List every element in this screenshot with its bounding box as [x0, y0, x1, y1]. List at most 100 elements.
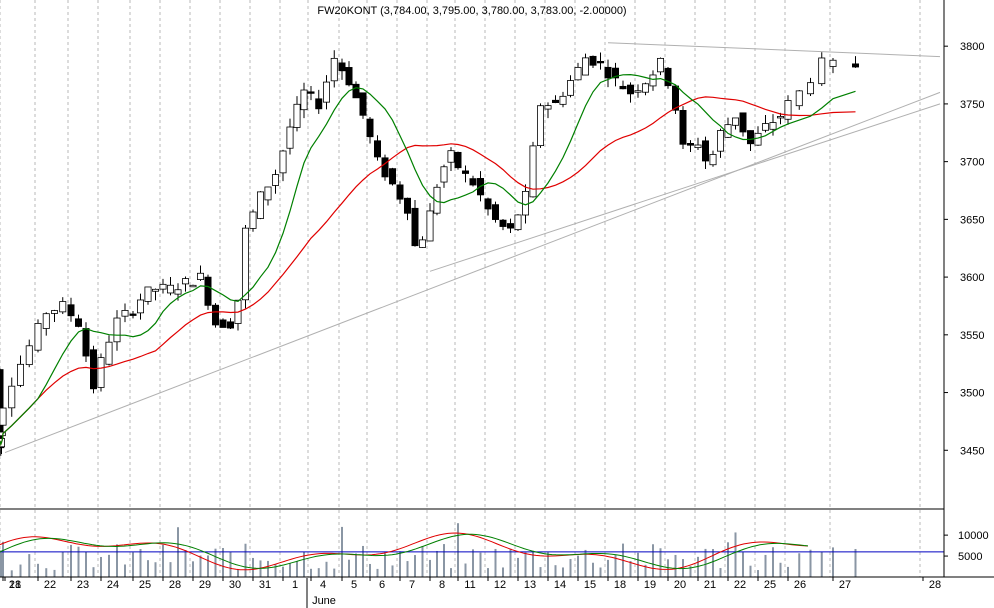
candle-body: [67, 304, 75, 317]
candle-body: [42, 313, 50, 329]
date-tick-label: 21: [9, 579, 21, 591]
candle-body: [627, 84, 635, 95]
volume-bar: [147, 560, 149, 577]
candle-body: [300, 89, 308, 111]
date-tick-label: 6: [379, 579, 385, 591]
candle-body: [491, 204, 499, 220]
volume-bar: [742, 552, 744, 577]
date-tick-label: 18: [9, 579, 21, 591]
volume-bar: [487, 568, 489, 577]
candle-body: [105, 341, 113, 365]
candle-body: [795, 90, 803, 107]
candle-body: [484, 198, 492, 210]
candle-body: [144, 286, 152, 302]
volume-bar: [667, 559, 669, 577]
price-tick-label: 3650: [960, 214, 984, 226]
candle-body: [279, 150, 287, 174]
candle-body: [537, 105, 545, 147]
candle-body: [373, 140, 381, 158]
volume-bar: [369, 563, 371, 577]
volume-bar: [562, 567, 564, 577]
candle-body: [0, 407, 7, 426]
candle-body: [129, 313, 137, 316]
date-tick-label: 31: [259, 579, 271, 591]
price-tick-label: 3600: [960, 272, 984, 284]
candle-body: [762, 123, 770, 131]
date-tick-label: 4: [320, 579, 326, 591]
candle-body: [679, 110, 687, 145]
candle-body: [634, 90, 642, 93]
candle-body: [352, 83, 360, 99]
candle-body: [8, 385, 16, 409]
volume-bar: [517, 557, 519, 577]
volume-bar: [100, 556, 102, 577]
volume-bar: [303, 552, 305, 577]
candle-body: [271, 174, 279, 186]
candle-body: [426, 210, 434, 242]
volume-bar: [355, 553, 357, 577]
volume-bar: [214, 548, 217, 577]
volume-bar: [659, 548, 662, 577]
trendline: [607, 42, 941, 58]
candle-body: [574, 67, 582, 81]
volume-bar: [391, 565, 394, 577]
volume-bar: [333, 568, 336, 577]
volume-bar: [244, 543, 247, 577]
volume-bar: [599, 567, 602, 577]
volume-bar: [757, 570, 759, 577]
candle-body: [166, 284, 174, 294]
volume-bar: [139, 549, 142, 577]
date-tick-label: 12: [494, 579, 506, 591]
candle-body: [219, 319, 227, 328]
candle-body: [82, 328, 90, 357]
candle-body: [642, 83, 650, 93]
month-label: June: [312, 595, 336, 607]
candle-body: [499, 219, 507, 227]
ma-slow-line: [0, 96, 856, 447]
volume-bar: [406, 561, 409, 577]
ma-fast-line: [0, 73, 856, 447]
candle-body: [196, 272, 204, 280]
volume-bar: [436, 550, 438, 577]
candle-layer: [0, 50, 860, 456]
date-tick-label: 21: [704, 579, 716, 591]
volume-bar: [734, 532, 737, 577]
volume-bar: [376, 568, 379, 577]
candle-body: [411, 207, 419, 247]
candle-body: [732, 117, 740, 126]
volume-bar: [592, 562, 594, 577]
candle-body: [256, 191, 264, 219]
candle-body: [739, 112, 747, 133]
candle-body: [552, 99, 560, 103]
volume-bar: [237, 569, 239, 577]
volume-bar: [19, 564, 22, 577]
volume-bar: [569, 559, 572, 577]
candle-body: [189, 284, 197, 288]
volume-bar: [92, 567, 95, 577]
volume-bar: [267, 560, 269, 577]
volume-bar: [779, 562, 782, 577]
price-tick-label: 3550: [960, 330, 984, 342]
volume-bar: [108, 554, 110, 577]
volume-bar: [644, 564, 647, 577]
volume-bar: [199, 555, 202, 577]
volume-bar: [464, 563, 467, 577]
volume-bar: [494, 548, 497, 577]
volume-bar: [787, 566, 789, 577]
volume-bar: [704, 548, 707, 577]
volume-tick-label: 10000: [958, 530, 989, 542]
candle-body: [0, 438, 5, 448]
volume-bar: [414, 555, 416, 577]
volume-bar: [282, 566, 284, 577]
candle-body: [25, 345, 33, 366]
volume-bar: [429, 559, 431, 577]
candle-body: [784, 100, 792, 120]
candle-body: [121, 310, 129, 317]
volume-bar: [274, 564, 277, 577]
volume-bar: [132, 552, 134, 577]
candle-body: [136, 299, 144, 314]
candle-body: [754, 132, 762, 146]
